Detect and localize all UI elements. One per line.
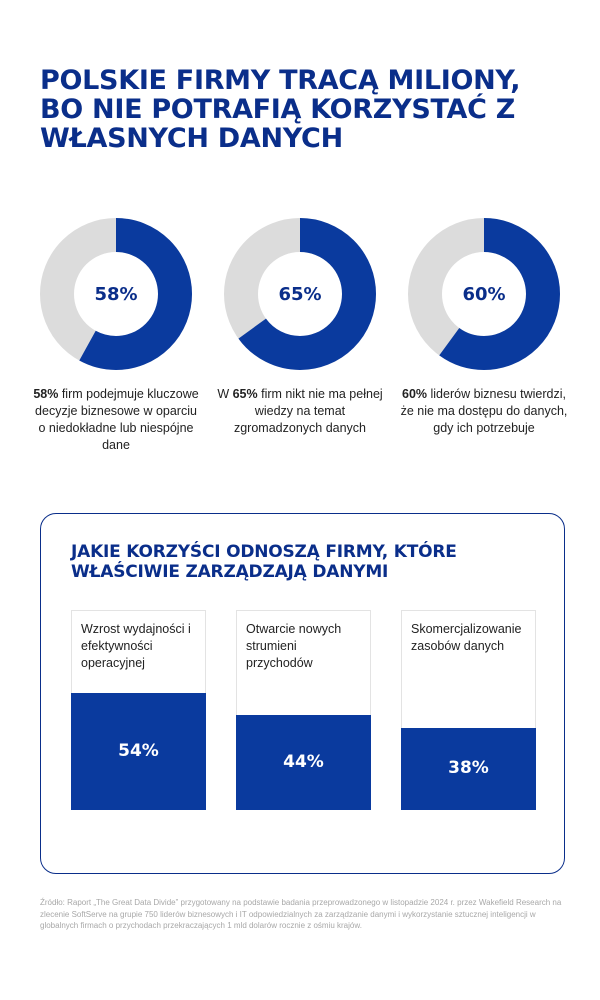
donut-value: 58% [94, 283, 138, 305]
bar-card-2: Otwarcie nowych strumieni przychodów 44% [236, 610, 371, 810]
bar-card-3: Skomercjalizowanie zasobów danych 38% [401, 610, 536, 810]
donut-caption-2: W 65% firm nikt nie ma pełnej wiedzy na … [215, 386, 385, 437]
donut-value: 60% [462, 283, 506, 305]
donut-svg-3 [408, 218, 560, 370]
caption-bold: 65% [232, 387, 258, 401]
bar-value-label: 38% [448, 758, 489, 778]
bar-value-label: 54% [118, 741, 159, 761]
caption-text: firm podejmuje kluczowe decyzje biznesow… [35, 387, 199, 452]
benefits-panel: JAKIE KORZYŚCI ODNOSZĄ FIRMY, KTÓRE WŁAŚ… [40, 513, 565, 874]
donut-svg-2 [224, 218, 376, 370]
donut-arc [224, 218, 376, 370]
benefits-title: JAKIE KORZYŚCI ODNOSZĄ FIRMY, KTÓRE WŁAŚ… [71, 542, 457, 582]
donut-caption-3: 60% liderów biznesu twierdzi, że nie ma … [399, 386, 569, 437]
bar: 44% [236, 715, 371, 810]
page-title: POLSKIE FIRMY TRACĄ MILIONY, BO NIE POTR… [40, 65, 521, 154]
source-note: Źródło: Raport „The Great Data Divide” p… [40, 898, 562, 930]
bar: 54% [71, 693, 206, 810]
bar-category-label: Otwarcie nowych strumieni przychodów [246, 622, 342, 670]
bar-card-1: Wzrost wydajności i efektywności operacy… [71, 610, 206, 810]
caption-bold: 60% [402, 387, 428, 401]
caption-pre: W [217, 387, 233, 401]
donut-chart-1: 58% [38, 216, 194, 372]
caption-text: firm nikt nie ma pełnej wiedzy na temat … [233, 387, 383, 435]
donut-chart-2: 65% [222, 216, 378, 372]
donut-value: 65% [278, 283, 322, 305]
donut-arc [40, 218, 192, 370]
bar: 38% [401, 728, 536, 810]
caption-text: liderów biznesu twierdzi, że nie ma dost… [400, 387, 568, 435]
donut-svg-1 [40, 218, 192, 370]
donut-arc [408, 218, 560, 370]
donut-chart-3: 60% [406, 216, 562, 372]
bar-category-label: Skomercjalizowanie zasobów danych [411, 622, 522, 653]
bar-value-label: 44% [283, 752, 324, 772]
caption-bold: 58% [33, 387, 59, 401]
bar-category-label: Wzrost wydajności i efektywności operacy… [81, 622, 191, 670]
donut-caption-1: 58% firm podejmuje kluczowe decyzje bizn… [31, 386, 201, 454]
